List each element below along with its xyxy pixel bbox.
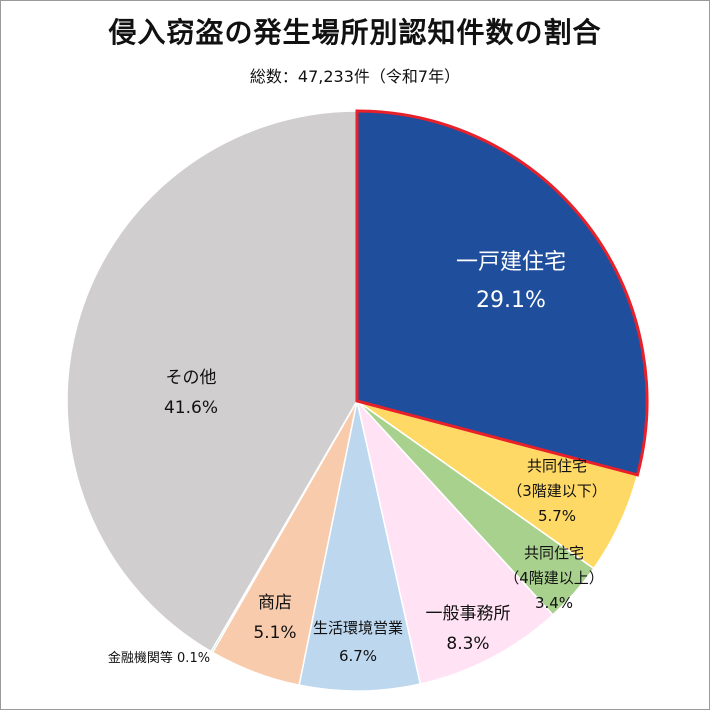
slice-value-2: 5.7% (538, 507, 576, 525)
slice-value-8: 41.6% (164, 398, 218, 418)
slice-sublabel-3: （4階建以上） (504, 569, 604, 587)
slice-value-4: 8.3% (446, 634, 489, 654)
slice-value-1: 29.1% (476, 288, 546, 313)
slice-label-8: その他 (166, 368, 217, 388)
slice-label-1: 一戸建住宅 (456, 250, 566, 275)
chart-title: 侵入窃盗の発生場所別認知件数の割合 (108, 16, 602, 49)
slice-label-4: 一般事務所 (426, 604, 511, 624)
pie-slice-5 (298, 400, 422, 692)
slice-value-3: 3.4% (535, 594, 573, 612)
slice-label-6: 商店 (258, 593, 292, 613)
slice-label-7: 金融機関等 0.1% (108, 650, 210, 666)
pie-slice-8 (66, 110, 358, 653)
slice-value-6: 5.1% (253, 623, 296, 643)
slice-label-3: 共同住宅 (524, 544, 584, 562)
chart-subtitle: 総数：47,233件（令和7年） (249, 67, 461, 86)
highlight-border (355, 109, 649, 477)
slice-label-2: 共同住宅 (527, 457, 587, 475)
pie-slice-4 (355, 398, 554, 685)
slice-label-5: 生活環境営業 (313, 619, 403, 637)
slice-value-5: 6.7% (339, 647, 377, 665)
slice-sublabel-2: （3階建以下） (507, 482, 607, 500)
